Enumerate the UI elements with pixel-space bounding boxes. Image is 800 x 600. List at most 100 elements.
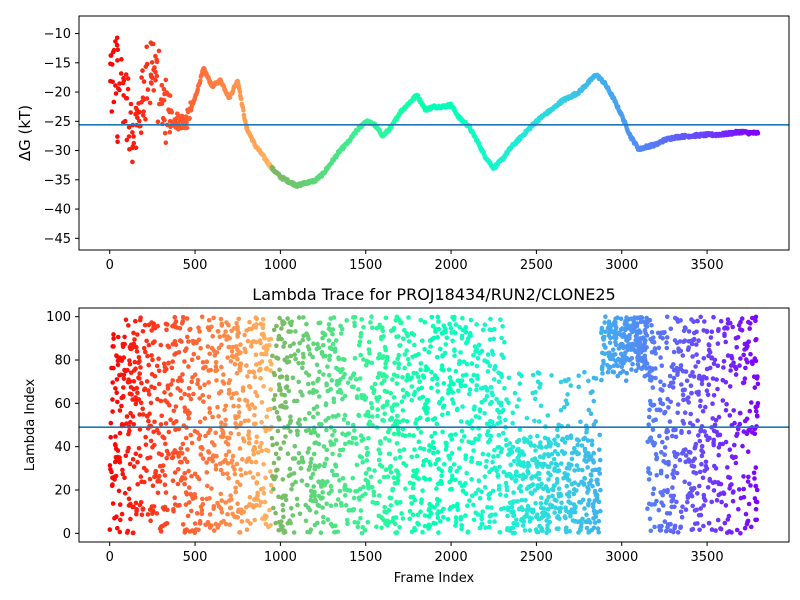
- lambda-point: [549, 373, 554, 378]
- lambda-point: [194, 511, 200, 516]
- lambda-point: [402, 365, 408, 371]
- lambda-point: [279, 519, 284, 524]
- lambda-point: [557, 516, 562, 522]
- lambda-point: [121, 355, 127, 360]
- lambda-point: [225, 442, 231, 447]
- lambda-point: [656, 345, 662, 351]
- lambda-point: [659, 363, 665, 369]
- lambda-point: [746, 339, 751, 345]
- lambda-point: [258, 376, 263, 381]
- lambda-point: [747, 326, 752, 331]
- lambda-point: [705, 485, 711, 490]
- lambda-point: [139, 512, 145, 517]
- lambda-point: [135, 459, 140, 465]
- x-tick-label: 2500: [520, 550, 553, 565]
- lambda-point: [312, 522, 318, 528]
- delta-g-point: [154, 59, 160, 65]
- lambda-point: [316, 441, 322, 447]
- lambda-point: [139, 479, 144, 485]
- lambda-point: [318, 496, 324, 501]
- lambda-point: [205, 483, 210, 489]
- lambda-point: [235, 327, 240, 333]
- lambda-point: [460, 327, 466, 333]
- lambda-point: [255, 493, 260, 498]
- lambda-point: [608, 335, 613, 341]
- lambda-point: [237, 530, 242, 535]
- lambda-point: [723, 439, 729, 445]
- lambda-point: [184, 316, 190, 321]
- lambda-point: [124, 414, 130, 419]
- lambda-point: [728, 368, 733, 373]
- lambda-point: [243, 397, 248, 403]
- lambda-point: [205, 519, 211, 525]
- lambda-point: [572, 446, 577, 451]
- lambda-point: [630, 361, 635, 367]
- lambda-point: [374, 325, 380, 331]
- lambda-point: [533, 389, 538, 395]
- lambda-point: [354, 488, 360, 494]
- lambda-point: [475, 356, 481, 361]
- lambda-point: [662, 445, 668, 450]
- lambda-point: [342, 412, 348, 418]
- lambda-point: [381, 418, 387, 423]
- lambda-point: [468, 317, 474, 323]
- lambda-point: [536, 476, 542, 482]
- lambda-point: [239, 472, 244, 478]
- lambda-point: [257, 338, 263, 343]
- lambda-point: [437, 399, 443, 405]
- lambda-point: [209, 324, 214, 330]
- lambda-point: [168, 417, 173, 423]
- lambda-point: [619, 364, 625, 370]
- lambda-point: [228, 431, 234, 436]
- lambda-point: [126, 496, 132, 502]
- lambda-point: [112, 459, 118, 465]
- lambda-point: [411, 481, 416, 487]
- lambda-point: [712, 422, 718, 428]
- lambda-point: [309, 456, 314, 462]
- lambda-point: [435, 382, 440, 387]
- lambda-point: [487, 519, 492, 524]
- y-tick-label: 60: [54, 397, 71, 412]
- lambda-point: [444, 440, 449, 446]
- delta-g-y-axis-label: ΔG (kT): [16, 105, 34, 161]
- lambda-point: [188, 326, 193, 332]
- lambda-point: [543, 444, 549, 450]
- lambda-point: [582, 476, 588, 481]
- lambda-point: [695, 521, 700, 526]
- lambda-point: [242, 418, 248, 424]
- delta-g-point: [139, 99, 144, 105]
- lambda-point: [300, 392, 305, 398]
- lambda-point: [337, 447, 343, 453]
- lambda-point: [607, 353, 613, 359]
- lambda-point: [137, 427, 143, 432]
- lambda-point: [661, 330, 666, 336]
- lambda-point: [362, 397, 368, 402]
- lambda-point: [330, 451, 335, 457]
- lambda-point: [203, 433, 208, 439]
- lambda-point: [686, 339, 692, 344]
- lambda-point: [582, 369, 587, 375]
- lambda-point: [675, 530, 681, 535]
- lambda-point: [676, 349, 682, 354]
- lambda-point: [299, 478, 305, 484]
- lambda-point: [254, 434, 260, 440]
- lambda-point: [473, 490, 479, 496]
- lambda-point: [158, 529, 164, 534]
- lambda-point: [582, 506, 587, 511]
- delta-g-point: [117, 81, 122, 86]
- lambda-point: [528, 490, 534, 496]
- lambda-point: [487, 363, 493, 369]
- lambda-point: [197, 518, 203, 524]
- lambda-point: [223, 403, 229, 409]
- delta-g-point: [139, 75, 144, 80]
- lambda-point: [533, 396, 538, 402]
- lambda-point: [485, 429, 491, 434]
- lambda-point: [304, 482, 310, 488]
- lambda-point: [143, 434, 148, 440]
- delta-g-point: [109, 109, 115, 114]
- lambda-point: [429, 370, 434, 375]
- lambda-point: [172, 448, 178, 453]
- lambda-point: [174, 419, 179, 424]
- lambda-point: [710, 376, 716, 381]
- lambda-point: [206, 394, 212, 400]
